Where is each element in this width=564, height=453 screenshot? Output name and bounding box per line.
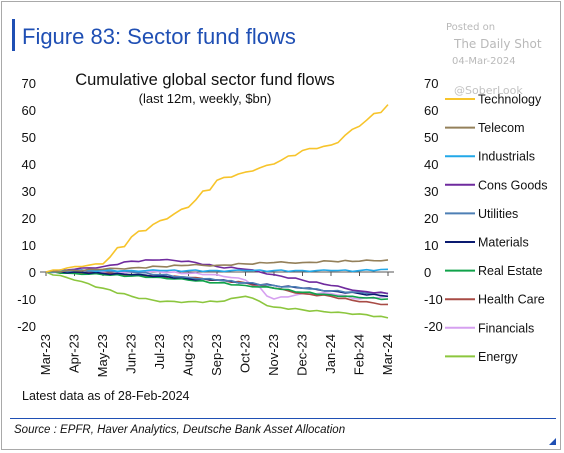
data-note: Latest data as of 28-Feb-2024 [22,389,190,403]
legend-label: Industrials [478,150,535,164]
y-tick-right-label: 20 [424,211,438,226]
series-lines [45,104,389,319]
figure-title: Figure 83: Sector fund flows [22,24,296,49]
y-tick-left-label: 30 [22,184,36,199]
title-accent-bar [12,19,15,51]
y-tick-left-label: -20 [17,319,36,334]
series-line-technology [45,104,389,273]
watermark-posted: Posted on [446,22,496,33]
legend-label: Technology [478,93,542,107]
y-tick-right-label: -20 [424,319,443,334]
x-tick-label: Mar-23 [38,334,53,375]
y-tick-right-label: 30 [424,184,438,199]
chart-title: Cumulative global sector fund flows [75,71,335,89]
legend-label: Energy [478,350,518,364]
y-tick-right-label: 60 [424,103,438,118]
legend-label: Telecom [478,121,525,135]
x-tick-label: Jul-23 [152,334,167,369]
y-tick-right-label: 70 [424,76,438,91]
watermark-name: The Daily Shot [454,37,542,51]
y-tick-left-label: 10 [22,238,36,253]
x-tick-label: Aug-23 [181,334,196,376]
chart-subtitle: (last 12m, weekly, $bn) [139,91,272,106]
series-line-cons-goods [45,258,389,295]
y-tick-left-label: 0 [29,265,36,280]
y-tick-right-label: 40 [424,157,438,172]
series-line-energy [45,271,389,319]
x-tick-label: May-23 [95,334,110,377]
legend-label: Financials [478,321,534,335]
series-line-telecom [45,259,389,273]
x-axis: Mar-23 Apr-23 May-23 Jun-23 Jul-23 Aug-23 Sep-… [38,271,395,377]
x-tick-label: Dec-23 [295,334,310,376]
x-tick-label: Nov-23 [266,334,281,376]
source-text: Source : EPFR, Haver Analytics, Deutsche… [14,424,346,436]
y-tick-left-label: 50 [22,130,36,145]
y-tick-right-label: 50 [424,130,438,145]
y-axis-left: 70 60 50 40 30 20 10 0 -10 -20 [17,76,36,334]
x-tick-label: Sep-23 [209,334,224,376]
y-tick-left-label: 60 [22,103,36,118]
x-tick-label: Jun-23 [124,334,139,374]
series-line-industrials [45,268,389,274]
y-tick-left-label: 40 [22,157,36,172]
y-tick-left-label: 70 [22,76,36,91]
legend: Technology Telecom Industrials Cons Goods Ut… [445,93,547,364]
y-tick-right-label: 10 [424,238,438,253]
corner-mark [549,438,556,445]
x-tick-label: Feb-24 [352,334,367,375]
x-tick-label: Apr-23 [67,334,82,373]
y-tick-left-label: -10 [17,292,36,307]
watermark-handle: @SoberLook [454,84,523,97]
legend-label: Utilities [478,207,518,221]
source-divider [10,418,556,419]
y-axis-right: 70 60 50 40 30 20 10 0 -10 -20 [424,76,443,334]
watermark-date: 04-Mar-2024 [452,56,516,67]
legend-label: Cons Goods [478,178,547,192]
x-tick-label: Mar-24 [380,334,395,375]
legend-label: Materials [478,236,529,250]
y-tick-right-label: 0 [424,265,431,280]
legend-label: Health Care [478,293,545,307]
x-tick-label: Oct-23 [238,334,253,373]
y-tick-left-label: 20 [22,211,36,226]
series-line-real-estate [45,270,389,301]
legend-label: Real Estate [478,264,543,278]
x-tick-label: Jan-24 [323,334,338,374]
y-tick-right-label: -10 [424,292,443,307]
series-line-financials [45,270,389,300]
